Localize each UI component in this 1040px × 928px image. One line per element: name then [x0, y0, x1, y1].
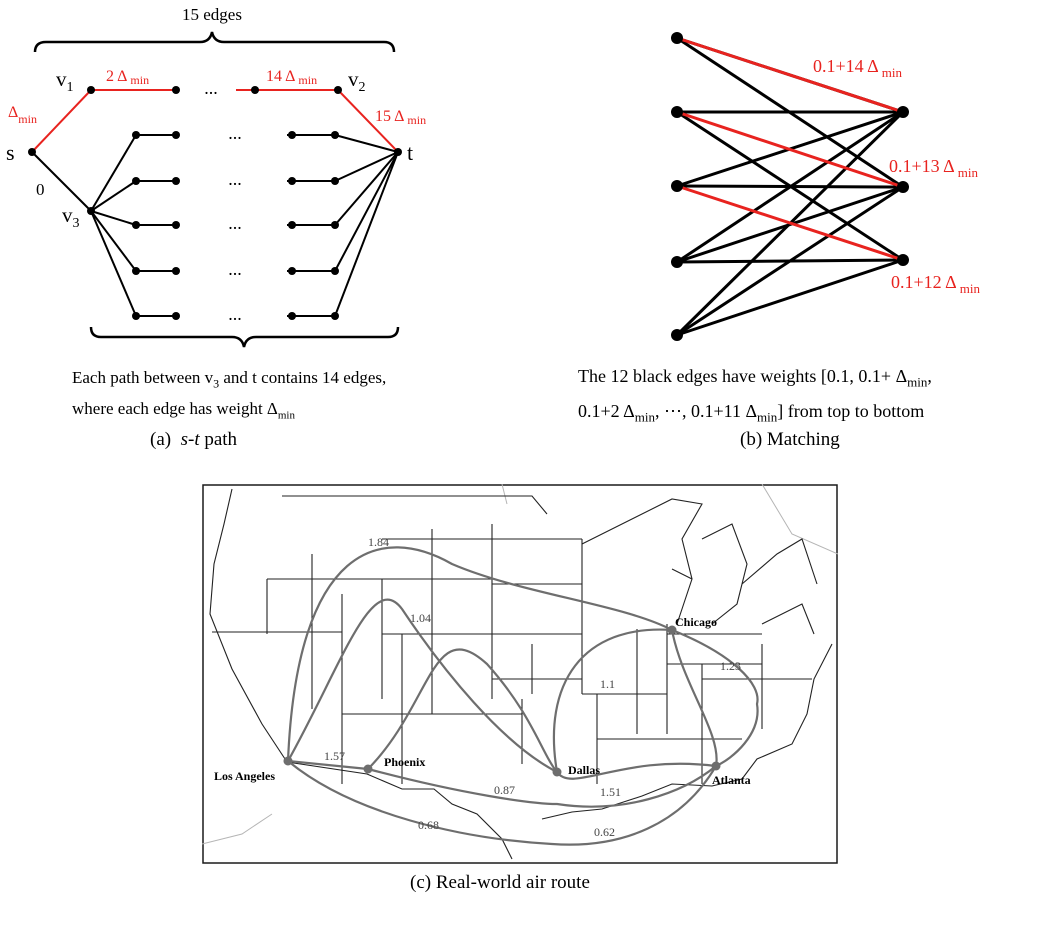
- node-t-label: t: [407, 140, 413, 165]
- matching-red-edges: [676, 36, 904, 262]
- brace-top-label: 15 edges: [182, 5, 242, 24]
- route-weight-1: 1.84: [368, 535, 389, 549]
- route-la-dallas: [287, 598, 558, 773]
- black-edges: [31, 134, 399, 317]
- city-label-phoenix: Phoenix: [384, 755, 425, 769]
- city-label-los-angeles: Los Angeles: [214, 769, 275, 783]
- route-la-phoenix: [287, 759, 369, 771]
- route-weight-7: 1.51: [600, 785, 621, 799]
- air-routes: [286, 546, 759, 846]
- city-dots: [283, 625, 721, 777]
- panel-c-air-route-map: Los Angeles Phoenix Dallas Chicago Atlan…: [201, 483, 839, 864]
- route-weight-5: 1.57: [324, 749, 345, 763]
- edge-label-s-v3: 0: [36, 180, 45, 199]
- edge-s-v1: [31, 89, 92, 153]
- route-la-chicago-north: [286, 546, 673, 762]
- matching-black-edges: [675, 36, 905, 337]
- route-chicago-atlanta: [671, 628, 759, 768]
- ellipsis-row5: ...: [228, 304, 242, 324]
- panel-a-st-path: 15 edges: [0, 0, 470, 420]
- graph-nodes: [28, 86, 402, 320]
- route-weight-4: 1.23: [720, 659, 741, 673]
- edge-label-s-v1: Δmin: [8, 104, 37, 126]
- ellipsis-top: ...: [204, 78, 218, 98]
- route-phoenix-dallas: [367, 648, 558, 773]
- city-label-dallas: Dallas: [568, 763, 600, 777]
- panel-b-caption: (b) Matching: [740, 429, 840, 450]
- route-dallas-chicago: [552, 628, 673, 773]
- city-label-atlanta: Atlanta: [712, 773, 751, 787]
- node-v1-label: v1: [56, 67, 74, 95]
- ellipsis-row1: ...: [228, 123, 242, 143]
- route-phoenix-atlanta: [367, 765, 717, 808]
- route-la-atlanta-south: [287, 760, 717, 846]
- node-v2-label: v2: [348, 67, 366, 95]
- edge-v2-t: [337, 89, 399, 153]
- map-background-lines: [201, 483, 839, 845]
- top-brace: [33, 31, 396, 53]
- city-label-chicago: Chicago: [675, 615, 717, 629]
- panel-b-description: The 12 black edges have weights [0.1, 0.…: [578, 366, 932, 425]
- ellipsis-row3: ...: [228, 213, 242, 233]
- ellipsis-row4: ...: [228, 259, 242, 279]
- ellipsis-row2: ...: [228, 169, 242, 189]
- panel-a-diagram: 15 edges: [6, 5, 426, 348]
- route-weight-8: 0.68: [418, 818, 439, 832]
- route-weight-9: 0.62: [594, 825, 615, 839]
- route-weight-3: 1.1: [600, 677, 615, 691]
- us-map: Los Angeles Phoenix Dallas Chicago Atlan…: [201, 483, 839, 864]
- state-borders: [209, 488, 833, 860]
- bottom-brace: [89, 326, 400, 348]
- panel-a-caption: (a) s-t path: [150, 429, 238, 450]
- node-v3-label: v3: [62, 203, 80, 231]
- matching-nodes: [671, 32, 909, 341]
- panel-a-description: Each path between v3 and t contains 14 e…: [72, 368, 387, 422]
- node-s-label: s: [6, 140, 15, 165]
- route-weight-2: 1.04: [410, 611, 431, 625]
- panel-c-caption: (c) Real-world air route: [410, 872, 590, 893]
- route-weight-6: 0.87: [494, 783, 515, 797]
